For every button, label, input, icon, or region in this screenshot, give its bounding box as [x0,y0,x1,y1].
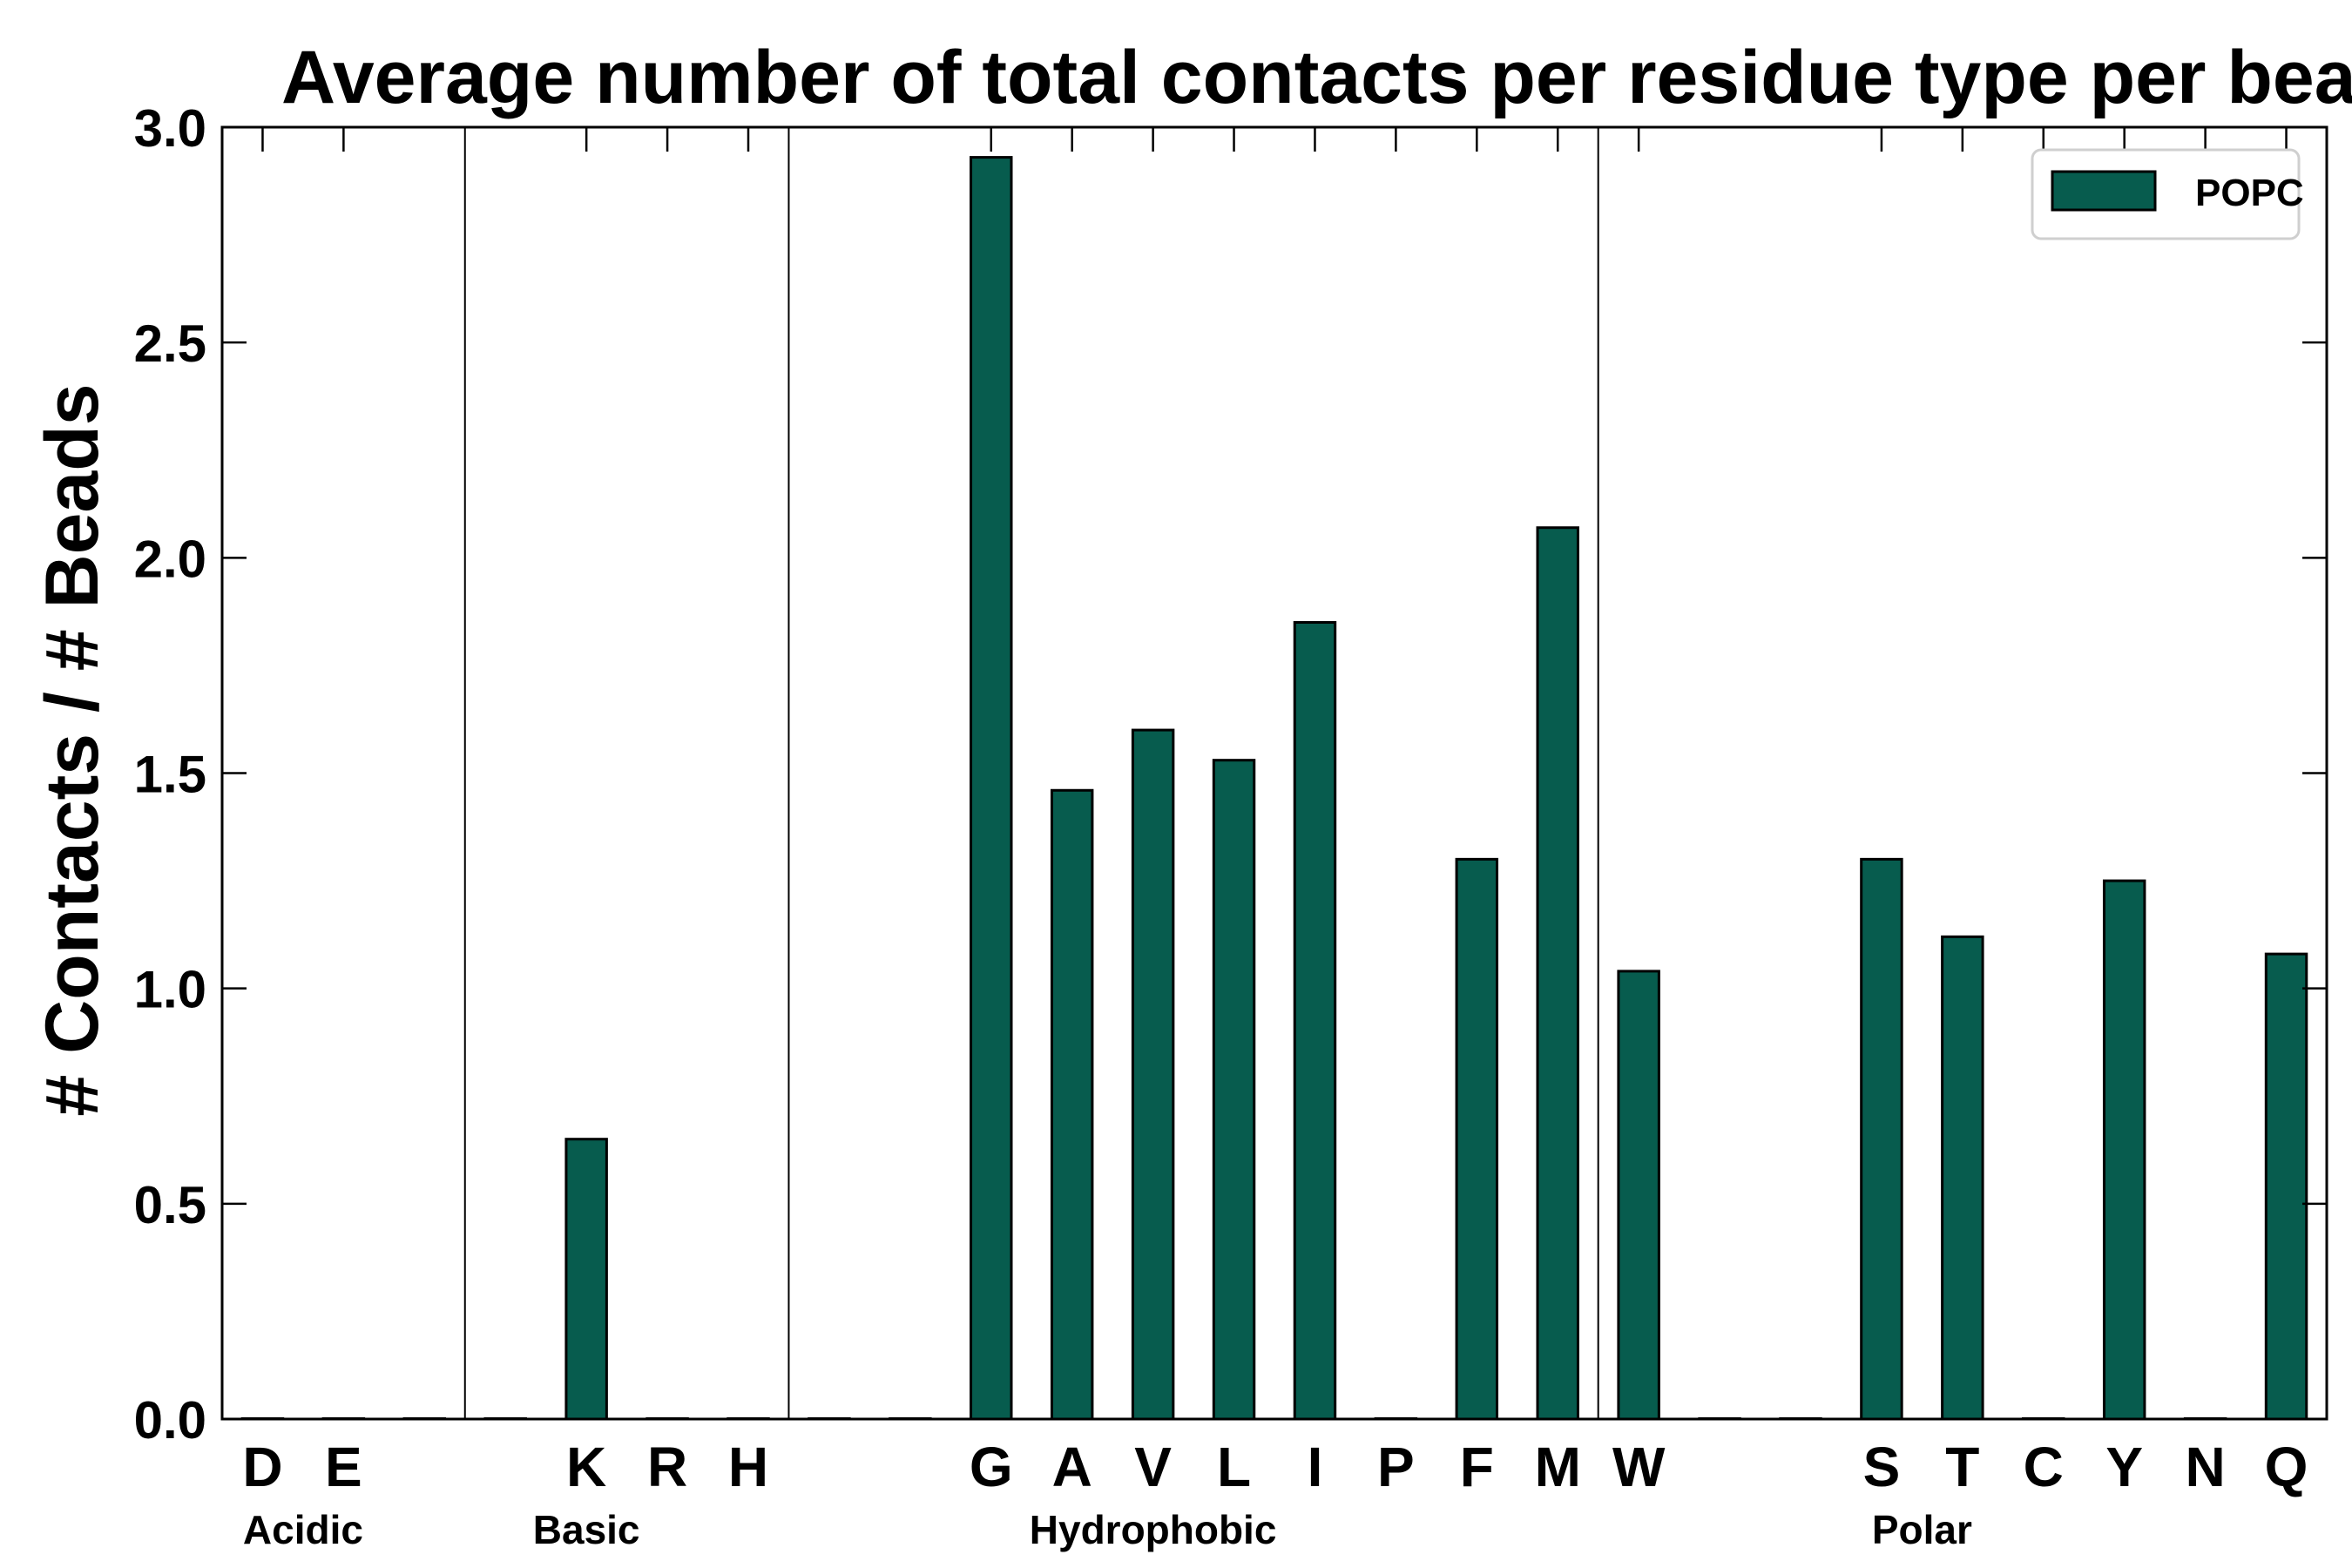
y-axis-ticks: 0.0 0.5 1.0 1.5 2.0 2.5 3.0 [134,99,2327,1450]
bar-s [1860,857,1903,1421]
xtick-label-f: F [1460,1436,1494,1498]
bar-v [1131,728,1175,1421]
bars [240,156,2308,1421]
ytick-label: 1.5 [134,746,206,804]
xtick-label-q: Q [2265,1436,2308,1498]
xtick-label-t: T [1945,1436,1979,1498]
xtick-label-k: K [566,1436,606,1498]
xtick-label-y: Y [2105,1436,2143,1498]
ytick-label: 2.5 [134,314,206,373]
bar-w [1617,970,1660,1421]
ytick-label: 1.0 [134,961,206,1019]
xtick-label-c: C [2024,1436,2064,1498]
group-label-basic: Basic [533,1507,640,1552]
group-label-polar: Polar [1872,1507,1972,1552]
ytick-label: 3.0 [134,99,206,158]
bar-t [1941,935,1984,1421]
xtick-label-i: I [1308,1436,1323,1498]
legend-label-popc: POPC [2195,172,2304,214]
legend: POPC [2031,148,2304,240]
bar-l [1212,759,1256,1421]
xtick-label-l: L [1217,1436,1251,1498]
xtick-label-m: M [1535,1436,1581,1498]
xtick-label-d: D [242,1436,282,1498]
ytick-label: 2.0 [134,530,206,588]
xtick-label-h: H [728,1436,768,1498]
group-separators [463,127,1599,1419]
chart-title: Average number of total contacts per res… [281,36,2352,119]
xtick-label-s: S [1863,1436,1901,1498]
bar-m [1536,526,1579,1421]
xtick-label-a: A [1052,1436,1092,1498]
legend-swatch-popc [2051,170,2157,212]
ytick-label: 0.0 [134,1391,206,1450]
xtick-label-n: N [2186,1436,2226,1498]
bar-g [970,156,1013,1421]
ytick-label: 0.5 [134,1176,206,1234]
plot-frame [220,125,2328,1421]
bar-f [1455,857,1499,1421]
bar-k [564,1138,608,1421]
xtick-label-r: R [647,1436,687,1498]
group-label-hydrophobic: Hydrophobic [1030,1507,1277,1552]
xtick-label-e: E [325,1436,362,1498]
xtick-label-g: G [970,1436,1013,1498]
bar-q [2264,952,2308,1421]
bar-y [2102,879,2146,1421]
bar-i [1293,620,1337,1421]
group-labels: Acidic Basic Hydrophobic Polar [243,1507,1972,1552]
bar-a [1050,788,1094,1421]
y-axis-label: # Contacts / # Beads [30,383,114,1116]
xtick-label-p: P [1377,1436,1415,1498]
xtick-label-v: V [1134,1436,1172,1498]
xtick-label-w: W [1612,1436,1666,1498]
group-label-acidic: Acidic [243,1507,363,1552]
